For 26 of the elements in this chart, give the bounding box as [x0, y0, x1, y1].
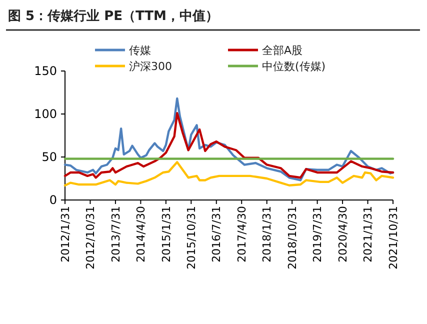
x-tick-label: 2021/1/31 — [362, 206, 375, 262]
x-tick-label: 2020/4/30 — [336, 206, 350, 262]
line-series — [64, 97, 394, 182]
y-tick-label: 150 — [34, 64, 57, 78]
legend-label: 全部A股 — [262, 44, 303, 57]
y-tick-label: 50 — [42, 150, 57, 164]
legend-label: 沪深300 — [129, 60, 172, 73]
y-tick-label: 0 — [49, 193, 57, 208]
x-tick-label: 2019/7/31 — [311, 206, 324, 262]
x-tick-label: 2014/4/30 — [134, 206, 148, 262]
legend-label: 中位数(传媒) — [262, 60, 326, 73]
x-tick-label: 2015/10/31 — [185, 206, 198, 270]
x-tick-label: 2018/10/31 — [286, 206, 299, 270]
y-tick-label: 100 — [34, 107, 57, 122]
x-tick-label: 2013/7/31 — [109, 206, 122, 262]
line-series — [64, 161, 394, 186]
line-series — [64, 112, 394, 179]
legend-label: 传媒 — [129, 44, 151, 57]
x-tick-label: 2018/1/31 — [260, 206, 274, 262]
x-tick-label: 2012/1/31 — [58, 206, 72, 262]
x-tick-label: 2016/7/31 — [210, 206, 224, 262]
x-tick-label: 2017/4/30 — [235, 206, 248, 262]
chart-title: 图 5：传媒行业 PE（TTM，中值） — [8, 9, 218, 24]
x-tick-label: 2021/10/31 — [386, 206, 400, 270]
x-tick-label: 2015/1/31 — [160, 206, 173, 262]
x-tick-label: 2012/10/31 — [84, 206, 98, 270]
